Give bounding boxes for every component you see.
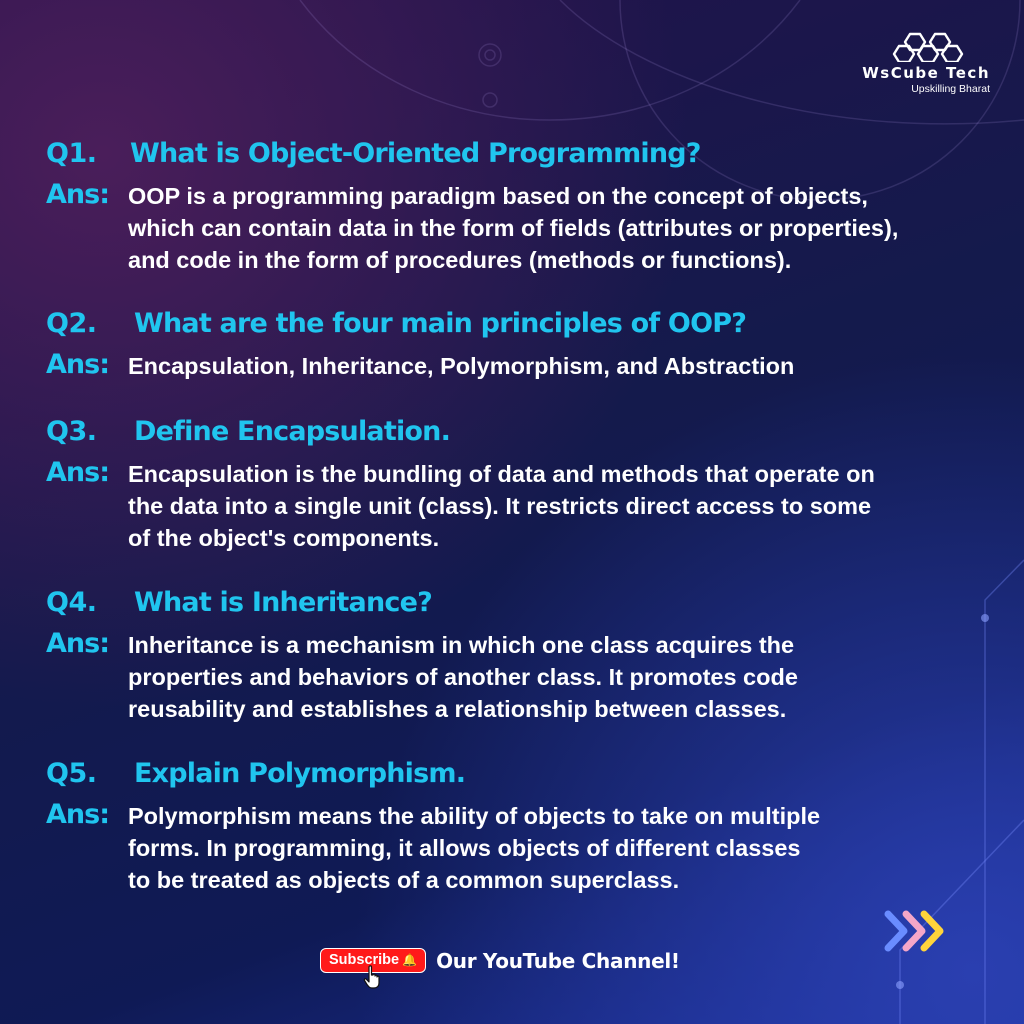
answer-text: Encapsulation, Inheritance, Polymorphism… (128, 353, 795, 379)
answer-text: Polymorphism means the ability of object… (128, 803, 821, 893)
triple-chevron-right-icon (884, 910, 944, 952)
hexagon-cluster-icon (892, 32, 964, 62)
brand-logo: WsCube Tech Upskilling Bharat (830, 30, 990, 95)
answer-label: Ans: (46, 349, 110, 380)
brand-name: WsCube Tech (862, 64, 990, 82)
answer-row: Ans: Polymorphism means the ability of o… (46, 799, 996, 896)
answer-row: Ans: Encapsulation is the bundling of da… (46, 457, 996, 554)
question-row: Q5. Explain Polymorphism. (46, 758, 996, 789)
answer-text: Encapsulation is the bundling of data an… (128, 461, 875, 551)
brand-tagline: Upskilling Bharat (911, 83, 990, 95)
qa-item-1: Q1. What is Object-Oriented Programming?… (46, 138, 996, 276)
question-number: Q5. (46, 758, 97, 789)
answer-row: Ans: OOP is a programming paradigm based… (46, 179, 996, 276)
answer-text: Inheritance is a mechanism in which one … (128, 632, 798, 722)
subscribe-button[interactable]: Subscribe 🔔 (320, 948, 427, 989)
question-text: Define Encapsulation. (134, 416, 451, 447)
question-number: Q3. (46, 416, 97, 447)
qa-item-3: Q3. Define Encapsulation. Ans: Encapsula… (46, 416, 996, 554)
question-text: What is Object-Oriented Programming? (130, 138, 701, 169)
answer-label: Ans: (46, 179, 110, 210)
qa-item-4: Q4. What is Inheritance? Ans: Inheritanc… (46, 587, 996, 725)
qa-item-2: Q2. What are the four main principles of… (46, 308, 996, 382)
question-number: Q1. (46, 138, 97, 169)
qa-item-5: Q5. Explain Polymorphism. Ans: Polymorph… (46, 758, 996, 896)
question-number: Q4. (46, 587, 97, 618)
question-text: Explain Polymorphism. (134, 758, 466, 789)
bell-icon: 🔔 (402, 953, 418, 967)
footer: Subscribe 🔔 Our YouTube Channel! (320, 948, 680, 989)
youtube-channel-text: Our YouTube Channel! (436, 948, 680, 973)
answer-text: OOP is a programming paradigm based on t… (128, 183, 899, 273)
answer-label: Ans: (46, 628, 110, 659)
question-row: Q2. What are the four main principles of… (46, 308, 996, 339)
question-row: Q3. Define Encapsulation. (46, 416, 996, 447)
question-row: Q4. What is Inheritance? (46, 587, 996, 618)
question-text: What is Inheritance? (134, 587, 433, 618)
answer-row: Ans: Inheritance is a mechanism in which… (46, 628, 996, 725)
answer-label: Ans: (46, 799, 110, 830)
question-text: What are the four main principles of OOP… (134, 308, 747, 339)
question-row: Q1. What is Object-Oriented Programming? (46, 138, 996, 169)
answer-label: Ans: (46, 457, 110, 488)
hand-cursor-icon (363, 965, 380, 989)
subscribe-label: Subscribe (329, 952, 400, 968)
question-number: Q2. (46, 308, 97, 339)
answer-row: Ans: Encapsulation, Inheritance, Polymor… (46, 349, 996, 382)
